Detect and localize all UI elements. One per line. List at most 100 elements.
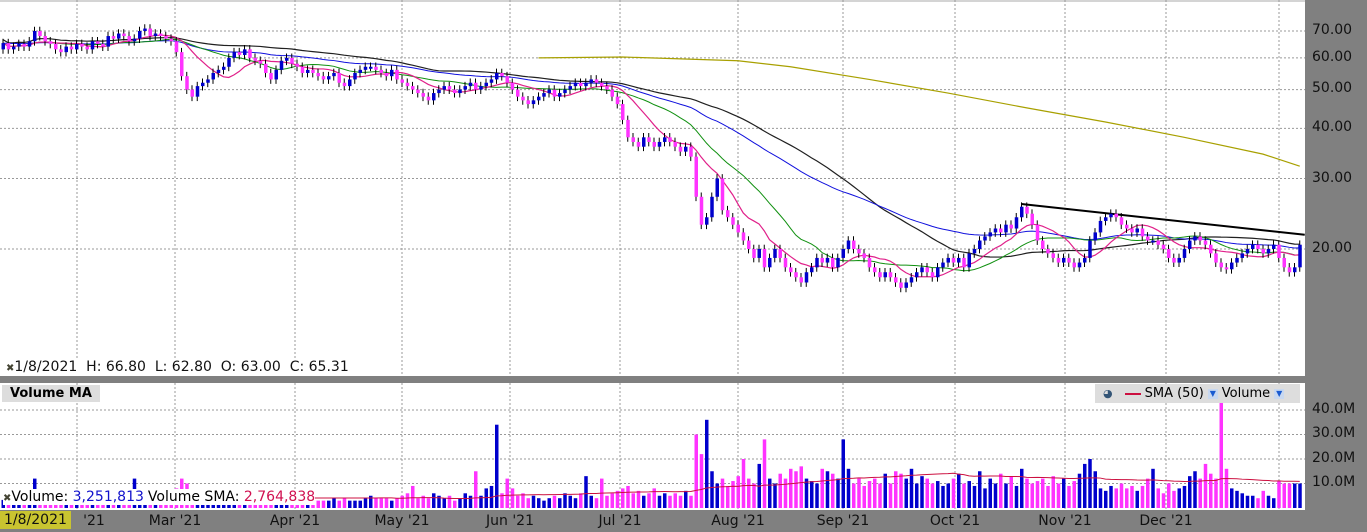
volume-bar — [390, 500, 394, 508]
candle-body — [867, 257, 872, 268]
candle-body — [164, 36, 168, 39]
candle-body — [810, 267, 814, 273]
chevron-down-icon[interactable]: ▼ — [1274, 388, 1285, 399]
candle-body — [127, 36, 131, 42]
volume-bar — [1245, 495, 1250, 508]
volume-bar — [327, 500, 331, 508]
candle-body — [342, 82, 347, 87]
candle-body — [1109, 213, 1113, 218]
chevron-down-icon[interactable]: ▼ — [1207, 388, 1218, 399]
date-tick-label: Sep '21 — [816, 513, 870, 529]
trendline — [1021, 203, 1305, 236]
candle-body — [1104, 217, 1108, 221]
date-tick-label: May '21 — [374, 513, 430, 529]
candle-body — [1098, 220, 1103, 233]
candle-body — [993, 228, 998, 233]
candle-body — [426, 96, 431, 101]
candle-body — [1077, 262, 1082, 268]
volume-tick: 30.0M — [1312, 425, 1356, 441]
close-icon[interactable]: ✖ — [6, 363, 15, 374]
candle-body — [253, 57, 257, 61]
candle-body — [526, 100, 530, 105]
volume-bar — [1041, 478, 1045, 508]
candle-body — [862, 253, 866, 258]
ma-line-magenta — [2, 34, 1300, 278]
volume-bar — [699, 454, 704, 508]
volume-bar — [1214, 478, 1218, 508]
ohlc-readout: ✖1/8/2021 H: 66.80 L: 62.80 O: 63.00 C: … — [6, 359, 349, 375]
volume-bar — [405, 493, 410, 508]
volume-bar — [636, 490, 641, 508]
candle-body — [673, 141, 677, 147]
volume-bar — [1209, 473, 1213, 508]
volume-bar — [442, 498, 446, 508]
candle-body — [547, 89, 551, 94]
volume-bar — [547, 498, 551, 508]
candle-body — [1093, 232, 1097, 241]
candle-body — [358, 69, 362, 73]
price-tick: 30.00 — [1312, 170, 1353, 186]
candle-body — [516, 89, 520, 97]
volume-bar — [1098, 488, 1103, 508]
candle-body — [379, 69, 383, 73]
candle-body — [369, 66, 373, 69]
volume-bar — [621, 488, 625, 508]
candle-body — [594, 79, 599, 83]
volume-bar — [778, 473, 782, 508]
candle-body — [1130, 228, 1134, 233]
candle-body — [642, 137, 646, 147]
volume-bar — [1193, 471, 1197, 508]
volume-bar — [1135, 490, 1139, 508]
candle-body — [185, 76, 189, 90]
candle-body — [17, 43, 21, 47]
candle-body — [458, 89, 462, 94]
candle-body — [710, 196, 714, 218]
volume-bar — [1067, 485, 1071, 508]
candle-body — [216, 69, 221, 73]
candle-body — [647, 137, 651, 142]
candle-body — [1014, 217, 1019, 229]
candle-body — [1230, 262, 1234, 270]
candle-body — [48, 41, 53, 44]
candle-body — [190, 89, 194, 97]
volume-bar — [447, 495, 452, 508]
volume-bar — [689, 495, 693, 508]
candle-body — [621, 104, 625, 120]
volume-bar — [332, 498, 336, 508]
candle-body — [657, 141, 662, 147]
candle-body — [248, 49, 252, 58]
candle-body — [1224, 267, 1229, 270]
candle-body — [180, 52, 184, 77]
volume-bar — [657, 495, 662, 508]
ma-line-green — [2, 38, 1300, 272]
close-icon[interactable]: ✖ — [3, 493, 12, 504]
volume-bar — [888, 483, 893, 508]
candle-body — [552, 89, 557, 97]
candle-body — [1277, 244, 1281, 258]
volume-bar — [715, 483, 719, 508]
candle-body — [138, 31, 142, 39]
candle-body — [925, 267, 929, 273]
candle-body — [636, 141, 641, 147]
candle-body — [589, 79, 593, 83]
candle-body — [442, 86, 446, 90]
candle-body — [1298, 244, 1302, 268]
volume-bar — [878, 483, 882, 508]
candle-body — [468, 82, 473, 87]
volume-bar — [1177, 488, 1181, 508]
candle-body — [195, 86, 200, 97]
settings-icon[interactable]: ◕ — [1103, 387, 1113, 400]
candle-body — [836, 257, 840, 268]
volume-bar — [673, 493, 677, 508]
candle-body — [232, 52, 236, 58]
volume-bar — [1056, 483, 1061, 508]
candle-body — [432, 93, 436, 101]
candle-body — [705, 217, 709, 225]
volume-bar — [841, 439, 845, 508]
candle-body — [75, 43, 79, 50]
volume-bar — [495, 424, 499, 508]
volume-bar — [873, 478, 877, 508]
volume-bar — [1009, 476, 1013, 508]
candle-body — [1256, 244, 1260, 249]
